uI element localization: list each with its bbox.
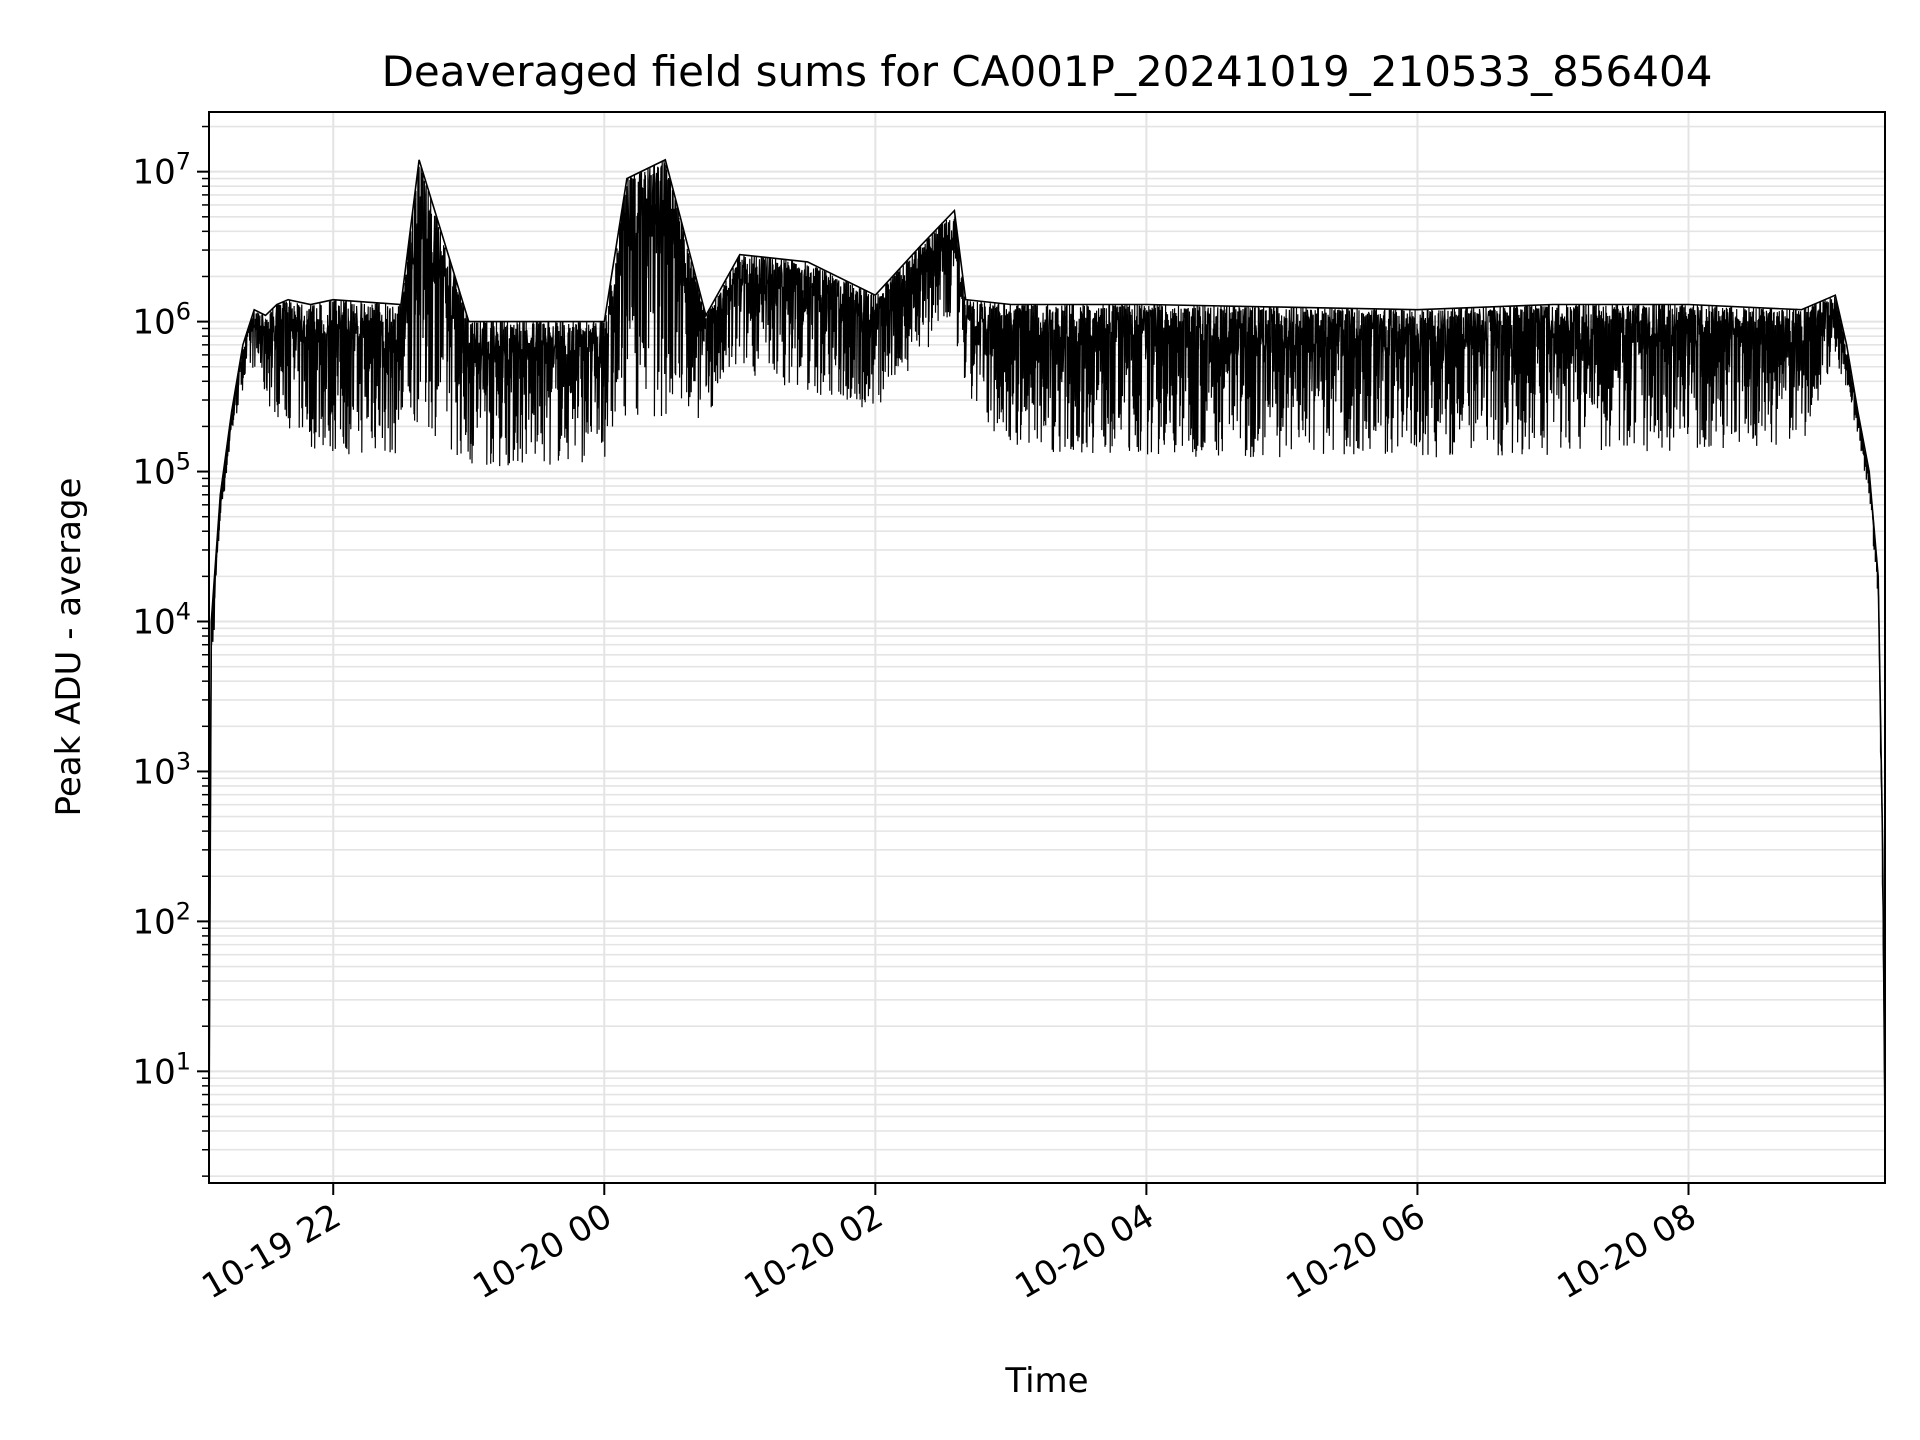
y-tick-label: 101 [132, 1047, 191, 1092]
series-line [208, 160, 1886, 1132]
y-tick-label: 107 [132, 148, 191, 193]
y-tick-label: 103 [132, 747, 191, 792]
y-tick-label: 102 [132, 897, 191, 942]
x-axis-label: Time [1004, 1361, 1088, 1401]
plot-frame [208, 111, 1886, 1184]
y-tick-label: 106 [132, 298, 191, 343]
grid [209, 112, 1885, 1183]
y-tick-label: 104 [132, 598, 191, 643]
data-series [208, 158, 1886, 1132]
y-tick-label: 105 [132, 448, 191, 493]
chart-title: Deaveraged field sums for CA001P_2024101… [382, 47, 1713, 96]
y-axis-label: Peak ADU - average [49, 478, 89, 817]
series-upper-envelope [208, 158, 1886, 1132]
